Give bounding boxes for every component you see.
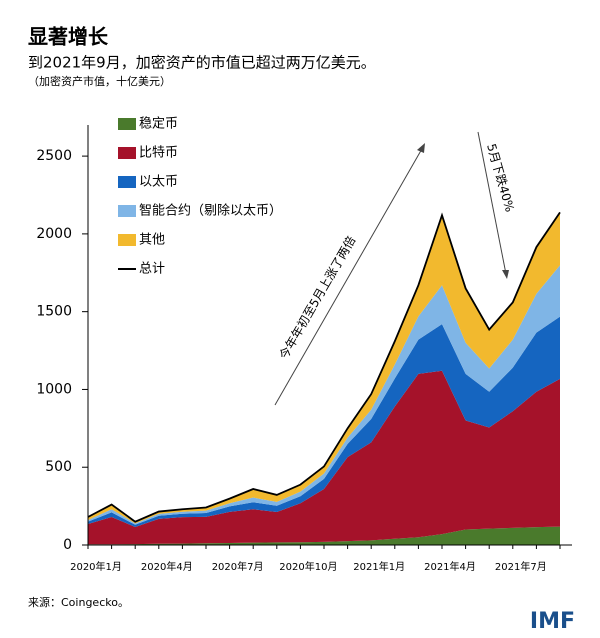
legend-swatch bbox=[118, 147, 136, 159]
annotation-arrow bbox=[477, 131, 507, 275]
x-tick-label: 2020年4月 bbox=[141, 560, 193, 573]
x-tick-label: 2020年1月 bbox=[70, 560, 122, 573]
y-tick-label: 1500 bbox=[36, 304, 72, 320]
annotation-arrow bbox=[274, 146, 424, 406]
legend-label: 以太币 bbox=[139, 175, 178, 190]
total-line bbox=[87, 211, 561, 523]
x-tick-label: 2021年4月 bbox=[424, 560, 476, 573]
x-tick-label: 2021年1月 bbox=[353, 560, 405, 573]
chart-subtitle: 到2021年9月，加密资产的市值已超过两万亿美元。 bbox=[28, 54, 376, 72]
legend-label: 总计 bbox=[139, 262, 165, 277]
legend-label: 智能合约（剔除以太币） bbox=[139, 204, 282, 219]
legend-label: 比特币 bbox=[139, 146, 178, 161]
arrow-head bbox=[502, 270, 509, 279]
area bbox=[88, 526, 560, 545]
y-tick-label: 1000 bbox=[36, 381, 72, 397]
legend-label: 稳定币 bbox=[139, 116, 178, 132]
legend-label: 其他 bbox=[139, 233, 165, 248]
chart-title: 显著增长 bbox=[28, 25, 109, 49]
annotation: 今年年初至5月上涨了两倍 bbox=[276, 233, 359, 361]
annotation: 5月下跌40% bbox=[484, 142, 518, 214]
logo: IMF bbox=[530, 609, 575, 634]
y-tick-label: 2500 bbox=[36, 148, 72, 164]
legend-swatch bbox=[118, 118, 136, 130]
arrow-head bbox=[417, 143, 425, 153]
y-tick-label: 500 bbox=[45, 459, 72, 475]
source: 来源：Coingecko。 bbox=[28, 595, 129, 609]
y-tick-label: 0 bbox=[63, 537, 72, 553]
x-tick-label: 2020年10月 bbox=[279, 560, 337, 573]
y-tick-label: 2000 bbox=[36, 226, 72, 242]
unit-note: （加密资产市值，十亿美元） bbox=[28, 74, 171, 88]
x-tick-label: 2020年7月 bbox=[212, 560, 264, 573]
legend-swatch bbox=[118, 176, 136, 188]
x-tick-label: 2021年7月 bbox=[495, 560, 547, 573]
legend-swatch bbox=[118, 234, 136, 246]
area bbox=[88, 316, 560, 527]
legend-swatch bbox=[118, 205, 136, 217]
area bbox=[88, 370, 560, 545]
